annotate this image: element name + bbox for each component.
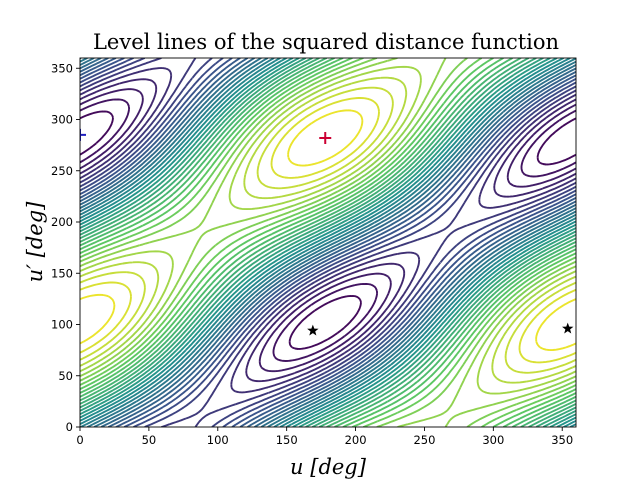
x-tick-label: 250 [413, 433, 435, 447]
x-tick-label: 300 [482, 433, 504, 447]
contour-level-line [80, 67, 576, 394]
stationary-point-star [307, 324, 319, 336]
contour-level-line [80, 76, 576, 384]
stationary-point-star [562, 322, 574, 334]
contour-level-line [80, 58, 576, 427]
contour-level-line [80, 58, 576, 427]
y-tick-label: 50 [58, 369, 73, 383]
contour-level-line [80, 109, 576, 352]
contour-level-line [80, 98, 576, 362]
contour-level-line [80, 86, 576, 374]
contour-level-line [80, 58, 576, 427]
y-tick-label: 300 [51, 113, 73, 127]
contour-level-line [80, 78, 576, 383]
y-tick-label: 250 [51, 164, 73, 178]
x-tick-label: 50 [142, 433, 157, 447]
y-ticks: 0 50 100 150 200 250 300 350 [51, 61, 80, 434]
x-axis-label: u [deg] [290, 455, 367, 479]
contour-level-line [80, 58, 576, 427]
contour-level-line [80, 58, 576, 427]
contour-level-line [80, 58, 576, 427]
chart-title: Level lines of the squared distance func… [93, 30, 559, 54]
contour-level-line [80, 58, 576, 427]
contour-level-line [80, 58, 576, 427]
contour-level-line [80, 58, 576, 427]
contour-level-line [80, 58, 576, 427]
x-tick-label: 350 [551, 433, 573, 447]
x-tick-label: 0 [76, 433, 83, 447]
y-tick-label: 350 [51, 61, 73, 75]
y-tick-label: 100 [51, 318, 73, 332]
x-tick-label: 150 [276, 433, 298, 447]
contour-level-line [80, 58, 576, 427]
contour-level-line [80, 88, 576, 373]
x-tick-label: 100 [207, 433, 229, 447]
secondary-point-marker [80, 128, 86, 141]
maximum-point-marker [319, 131, 332, 144]
point-markers [80, 128, 574, 336]
y-tick-label: 0 [66, 420, 73, 434]
contour-level-line [80, 65, 576, 395]
contour-lines [80, 58, 576, 427]
contour-level-line [80, 58, 576, 427]
y-axis-label: u′ [deg] [23, 201, 47, 282]
contour-level-line [80, 58, 576, 427]
contour-level-line [80, 110, 576, 350]
y-tick-label: 150 [51, 266, 73, 280]
x-tick-label: 200 [345, 433, 367, 447]
contour-level-line [80, 97, 576, 364]
y-tick-label: 200 [51, 215, 73, 229]
x-ticks: 0 50 100 150 200 250 300 350 [76, 427, 573, 447]
plot-frame [79, 57, 577, 428]
